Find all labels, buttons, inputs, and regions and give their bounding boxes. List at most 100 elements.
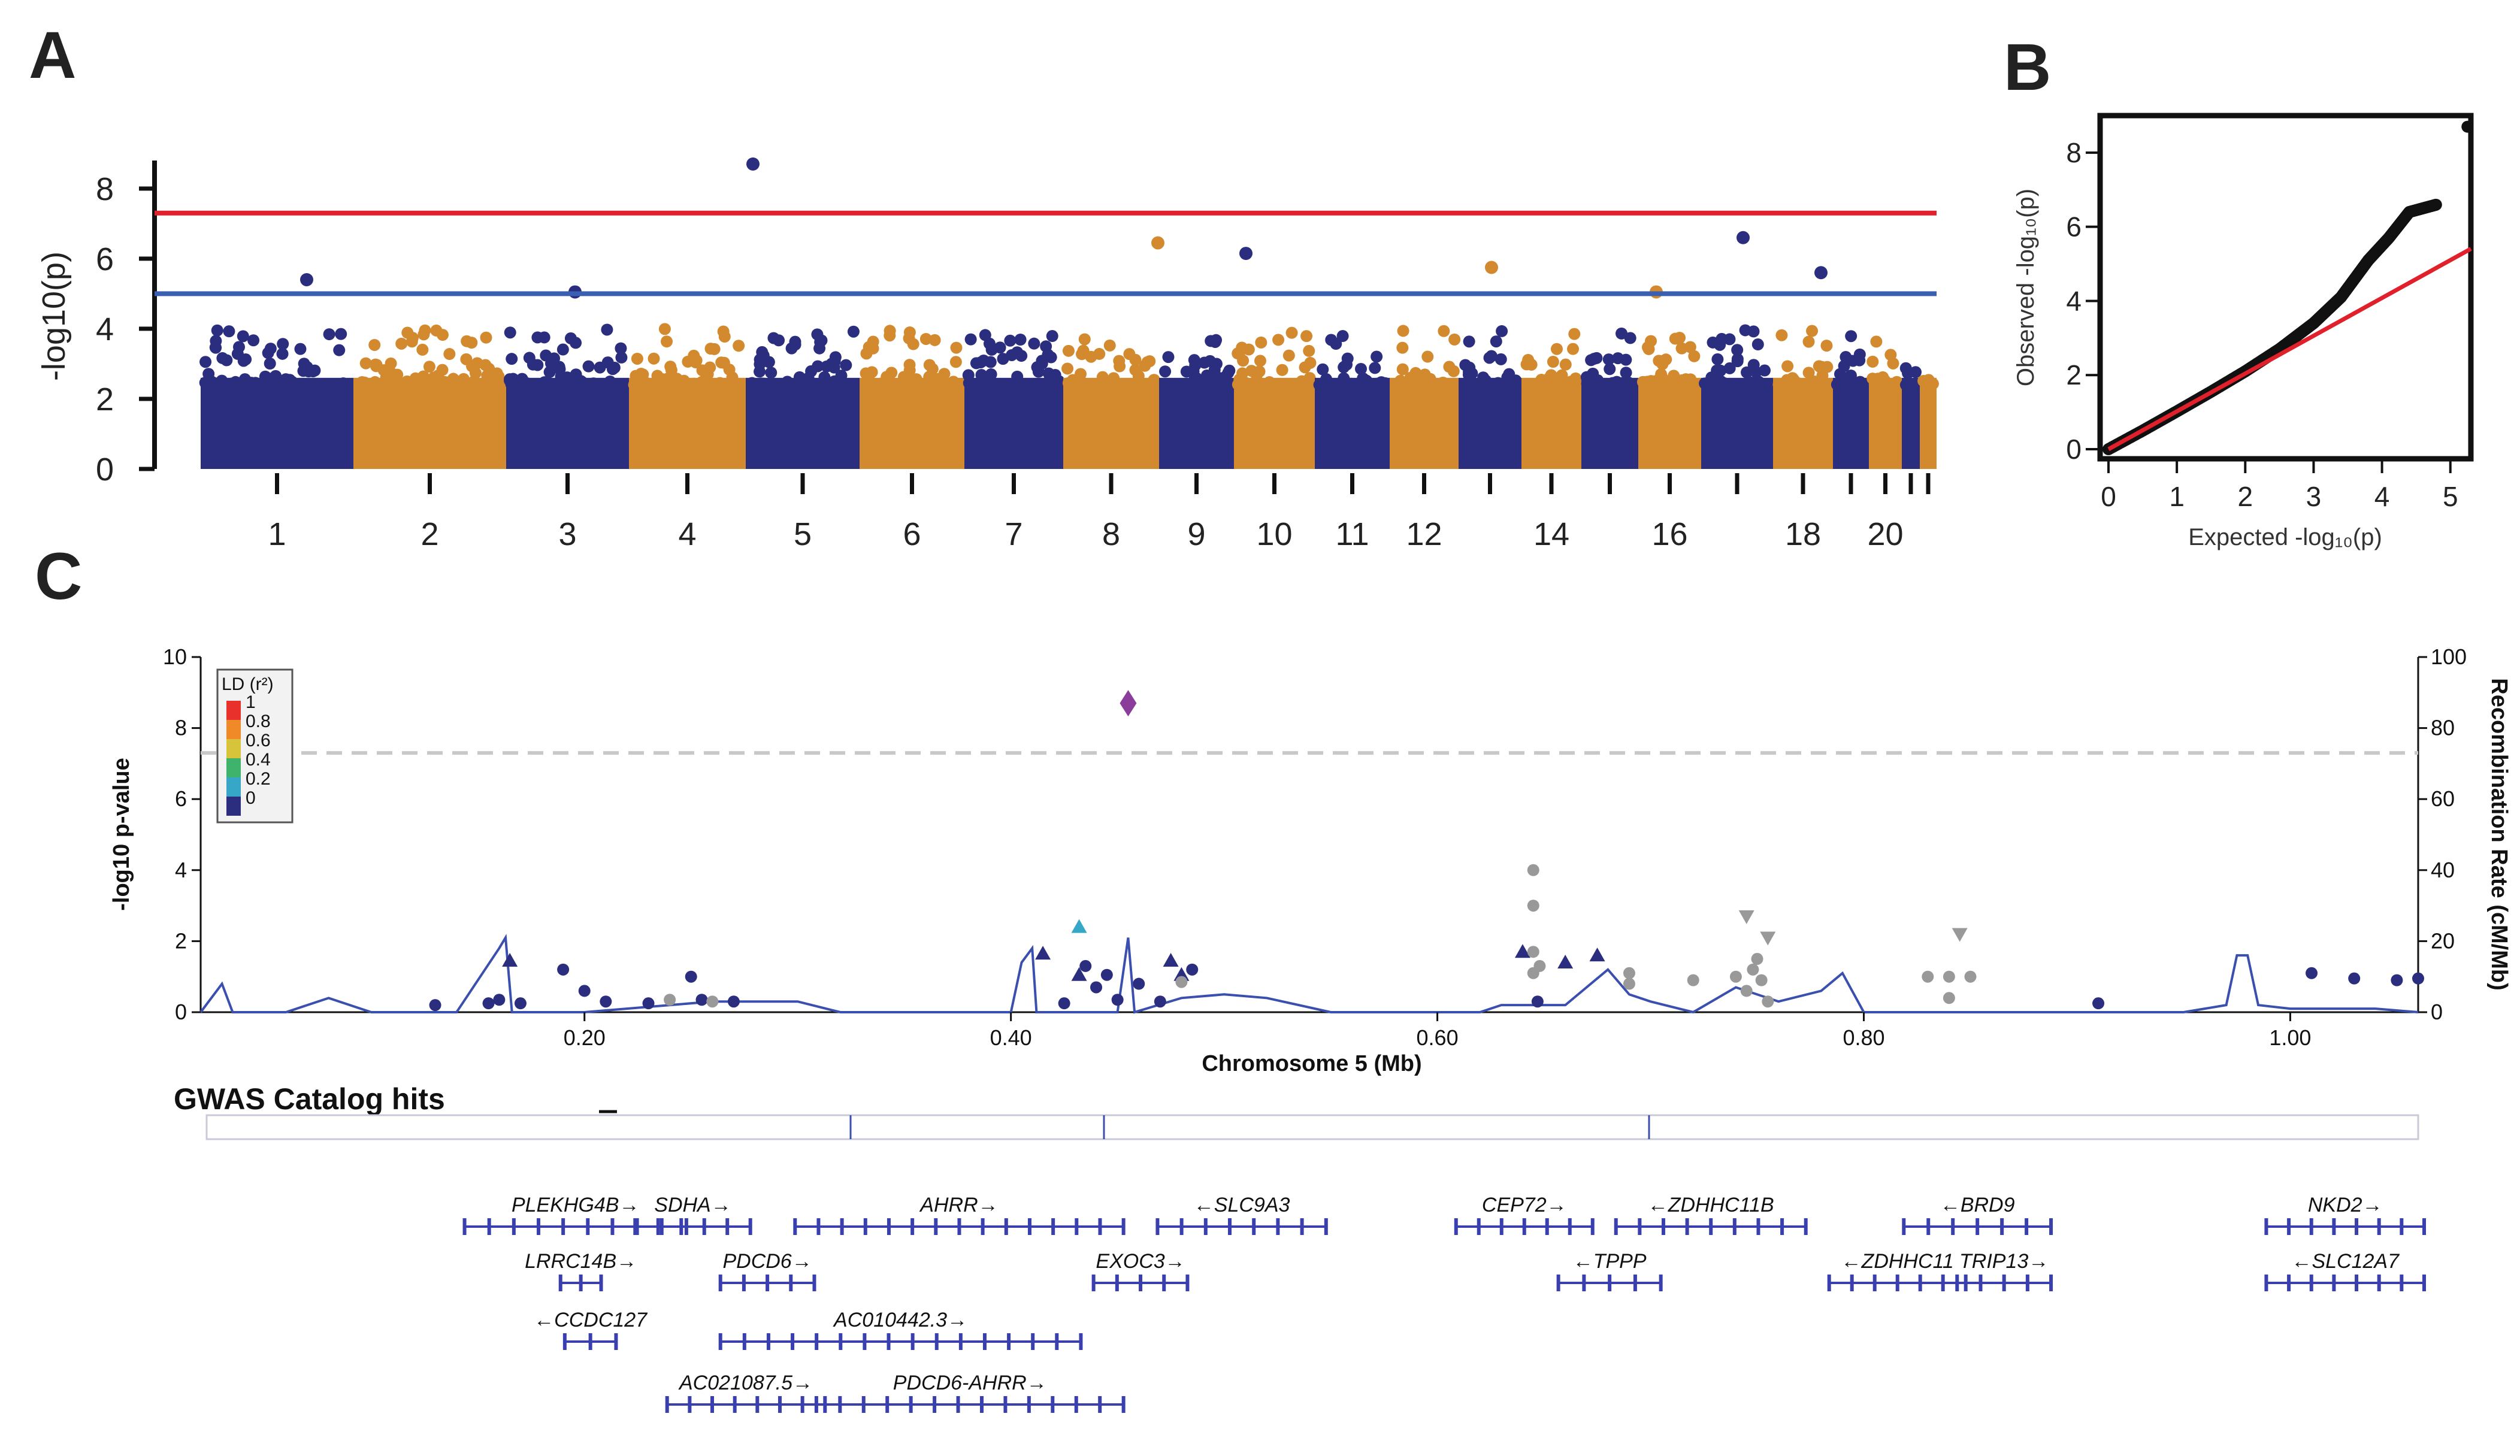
manhattan-point [718,356,730,369]
manhattan-point [436,329,449,341]
gene-exon [586,1218,590,1235]
gene-exon [710,1396,715,1413]
manhattan-point [929,373,942,385]
regional-snp-point [1740,985,1753,997]
manhattan-point [480,331,492,344]
gene-label: PLEKHG4B→ [512,1194,640,1216]
manhattan-point [1372,377,1384,390]
regional-snp-point [2412,972,2424,985]
manhattan-point [202,368,215,380]
regional-snp-point [514,997,527,1010]
gene-exon [1556,1275,1560,1291]
manhattan-point [594,361,606,374]
manhattan-point [264,343,277,355]
manhattan-point [1209,335,1221,348]
gene-exon [1918,1275,1922,1291]
gene-exon [2422,1275,2426,1291]
manhattan-point [1781,360,1794,373]
regional-snp-point [1090,981,1103,994]
manhattan-point [1129,364,1142,376]
gene-exon [2355,1218,2359,1235]
manhattan-point [1871,373,1884,385]
regional-snp-point [1527,900,1539,912]
regional-snp-points [429,690,2424,1012]
gene-exon [1685,1218,1689,1235]
manhattan-point [1565,376,1577,388]
manhattan-point [1922,374,1935,386]
manhattan-point [1438,325,1450,337]
manhattan-point [1164,378,1177,391]
manhattan-point [1123,348,1136,361]
gene-label: ←TPPP [1573,1250,1647,1273]
manhattan-point [903,326,916,338]
manhattan-point [1751,338,1764,351]
qq-y-axis-label: Observed -log₁₀(p) [2013,189,2039,386]
manhattan-point-band [1869,377,1902,469]
regional-snp-point [706,995,719,1008]
chromosome-label: 18 [1785,516,1821,552]
gene-exon [487,1218,491,1235]
manhattan-point [1731,344,1744,356]
manhattan-point-band [1701,377,1773,469]
manhattan-point-band [1234,377,1315,469]
gene-exon [579,1275,583,1291]
gene-exon [462,1218,467,1235]
manhattan-point [1300,330,1313,343]
manhattan-point [225,377,238,390]
manhattan-point [971,379,984,391]
regional-y-tick-label: 6 [175,786,187,811]
gene-exon [1162,1275,1166,1291]
manhattan-point [434,378,446,391]
regional-x-tick-label: 0.60 [1417,1025,1459,1050]
manhattan-point [1113,355,1126,367]
regional-snp-point [557,963,570,976]
manhattan-point [1604,363,1616,376]
gene-exon [800,1396,804,1413]
regional-snp-point [600,995,612,1008]
ld-legend: LD (r²) 10.80.60.40.20 [216,668,294,824]
manhattan-top-hit [1239,247,1253,261]
manhattan-point [1624,379,1637,391]
chromosome-label: 6 [903,516,921,552]
gene-exon [665,1396,669,1413]
manhattan-point [1899,362,1912,374]
manhattan-point [1014,333,1027,346]
manhattan-point [1088,379,1101,391]
gene-label: ←CCDC127 [534,1309,648,1331]
manhattan-point [847,379,860,391]
chromosome-label: 7 [1005,516,1022,552]
gene-exon [558,1275,562,1291]
manhattan-point [812,360,824,373]
manhattan-point [803,379,816,391]
gene-exon [1659,1275,1663,1291]
manhattan-point [928,334,941,346]
manhattan-point [1714,375,1727,388]
qq-plot: 0 1 2 3 4 5 0 2 4 6 8 Expected -log₁₀(p) Observed … [2013,113,2474,550]
gene-exon [1872,1275,1877,1291]
manhattan-point-band [353,377,506,469]
gene-exon [840,1218,844,1235]
gene-exon [1155,1218,1160,1235]
gene-exon [909,1396,913,1413]
regional-snp-point [1623,967,1635,979]
gene-exon [1522,1218,1526,1235]
regional-y-tick-label: 10 [163,644,187,669]
qq-reference-line [2107,247,2472,452]
manhattan-point [491,367,503,380]
manhattan-point [547,379,560,391]
gene-exon [742,1275,746,1291]
gene-label: TRIP13→ [1959,1250,2049,1273]
manhattan-point [1714,338,1726,351]
manhattan-point [223,325,235,338]
gene-exon [1179,1218,1184,1235]
regional-snp-point [1100,968,1113,981]
manhattan-point [1135,377,1148,390]
qq-x-axis-label: Expected -log₁₀(p) [2188,524,2382,550]
regional-y2-axis-label: Recombination Rate (cM/Mb) [2486,678,2512,990]
manhattan-point-band [1638,377,1701,469]
manhattan-point [938,368,951,380]
manhattan-point [1396,363,1409,376]
manhattan-point [735,379,748,391]
gene-exon [1252,1218,1256,1235]
gene-exon [1121,1218,1126,1235]
